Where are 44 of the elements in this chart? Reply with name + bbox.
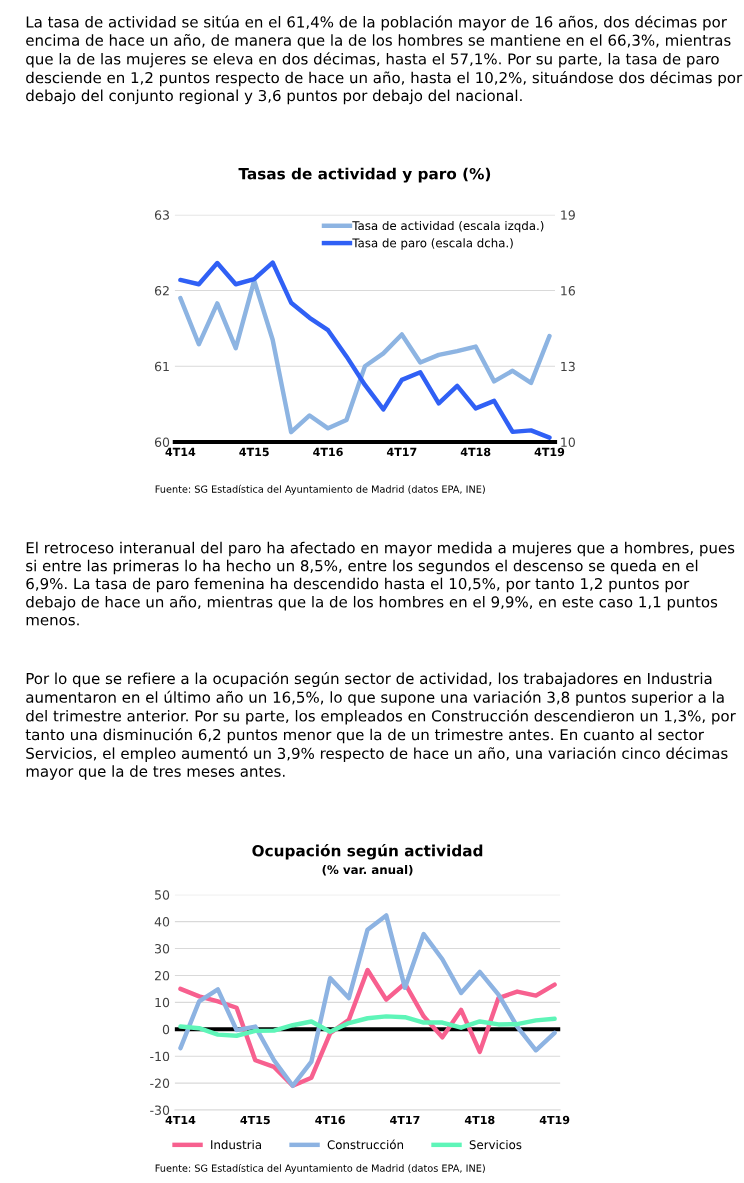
chart-title: Ocupación según actividad xyxy=(252,844,483,860)
y-tick-label: 30 xyxy=(155,944,170,954)
text: El retroceso interanual del paro ha afectado en mayor medida a mujeres que a hombres, pues si entre las primeras lo ha hecho un 8,5%, entre los segundos el descenso se queda en el 6,9%. La tasa de paro femenina ha descendido hasta el 10,5%, por tanto 1,2 puntos por debajo de hace un año, mientras que la de los hombres en el 9,9%, en este caso 1,1 puntos menos. xyxy=(26,541,735,626)
legend-label: Servicios xyxy=(469,1140,522,1150)
x-tick-label: 4T18 xyxy=(464,1115,495,1125)
y-tick-label: 40 xyxy=(154,917,170,927)
x-tick-label: 4T18 xyxy=(460,447,491,457)
x-tick-label: 4T17 xyxy=(390,1115,420,1125)
chart-subtitle: (% var. anual) xyxy=(322,864,413,876)
x-tick-label: 4T15 xyxy=(240,1115,270,1125)
y-tick-label: 0 xyxy=(162,1024,170,1035)
legend-label: Construcción xyxy=(327,1139,404,1150)
y2-tick-label: 13 xyxy=(561,361,575,372)
y-tick-label: 20 xyxy=(154,970,170,981)
y-tick-label: 10 xyxy=(155,997,170,1008)
chart-title: Tasas de actividad y paro (%) xyxy=(238,167,491,183)
y2-tick-label: 19 xyxy=(561,210,575,220)
x-tick-label: 4T19 xyxy=(534,447,565,457)
x-tick-label: 4T16 xyxy=(315,1115,345,1125)
legend-label: Industria xyxy=(211,1140,261,1150)
x-tick-label: 4T17 xyxy=(386,447,417,456)
y-tick-label: 62 xyxy=(154,286,169,296)
text: La tasa de actividad se sitúa en el 61,4% de la población mayor de 16 años, dos décimas por encima de hace un año, de manera que la de los hombres se mantiene en el 66,3%, mientras que la de las mujeres se eleva en dos décimas, hasta el 57,1%. Por su parte, la tasa de paro desciende en 1,2 puntos respecto de hace un año, hasta el 10,2%, situándose dos décimas por debajo del conjunto regional y 3,6 puntos por debajo del nacional. xyxy=(26,15,743,105)
y-tick-label: 60 xyxy=(154,437,170,447)
x-tick-label: 4T14 xyxy=(165,1115,196,1125)
y2-tick-label: 16 xyxy=(561,286,575,296)
y-tick-label: 50 xyxy=(155,890,170,900)
y-tick-label: 63 xyxy=(154,210,169,220)
y-tick-label: 61 xyxy=(154,361,169,372)
line-series xyxy=(178,913,557,1089)
y-tick-label: -20 xyxy=(150,1078,170,1089)
text: Por lo que se refiere a la ocupación según sector de actividad, los trabajadores en Industria aumentaron en el último año un 16,5%, lo que supone una variación 3,8 puntos superior a la del trimestre anterior. Por su parte, los empleados en Construcción descendieron un 1,3%, por tanto una disminución 6,2 puntos menor que la de un trimestre antes. En cuanto al sector Servicios, el empleo aumentó un 3,9% respecto de hace un año, una variación cinco décimas mayor que la de tres meses antes. xyxy=(25,671,736,780)
source-note: Fuente: SG Estadística del Ayuntamiento de Madrid (datos EPA, INE) xyxy=(155,484,485,495)
x-tick-label: 4T14 xyxy=(165,447,196,456)
legend-label: Tasa de actividad (escala izqda.) xyxy=(352,220,544,233)
y2-tick-label: 10 xyxy=(561,437,575,447)
source-note: Fuente: SG Estadística del Ayuntamiento de Madrid (datos EPA, INE) xyxy=(155,1163,485,1174)
x-tick-label: 4T19 xyxy=(539,1115,570,1125)
x-tick-label: 4T15 xyxy=(239,447,269,457)
legend-label: Tasa de paro (escala dcha.) xyxy=(352,238,513,250)
line-series xyxy=(178,1014,557,1038)
y-tick-label: -30 xyxy=(150,1105,170,1115)
x-tick-label: 4T16 xyxy=(313,447,343,457)
y-tick-label: -10 xyxy=(150,1051,170,1062)
